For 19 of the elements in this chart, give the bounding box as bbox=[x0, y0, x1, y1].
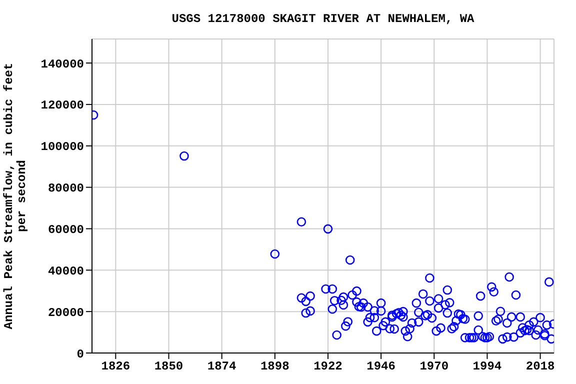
y-tick-label: 40000 bbox=[48, 264, 84, 278]
chart-title: USGS 12178000 SKAGIT RIVER AT NEWHALEM, WA bbox=[170, 12, 476, 26]
y-tick-label: 120000 bbox=[40, 98, 84, 113]
y-tick-label: 0 bbox=[76, 347, 84, 362]
x-tick-label: 1922 bbox=[314, 360, 342, 374]
x-tick-label: 1946 bbox=[366, 360, 396, 374]
x-tick-label: 2018 bbox=[526, 360, 555, 374]
y-tick-label: 80000 bbox=[48, 182, 84, 196]
y-tick-label: 60000 bbox=[48, 222, 84, 237]
x-tick-label: 1970 bbox=[420, 360, 449, 374]
x-tick-label: 1874 bbox=[207, 360, 236, 374]
x-tick-label: 1850 bbox=[154, 360, 184, 374]
x-tick-label: 1994 bbox=[472, 360, 502, 374]
y-tick-label: 140000 bbox=[40, 57, 84, 72]
x-tick-label: 1898 bbox=[260, 360, 290, 374]
y-tick-label: 20000 bbox=[48, 306, 84, 320]
y-tick-label: 100000 bbox=[40, 140, 84, 154]
x-tick-label: 1826 bbox=[101, 360, 130, 374]
y-axis-title: Annual Peak Streamflow, in cubic feet per second bbox=[2, 62, 29, 330]
